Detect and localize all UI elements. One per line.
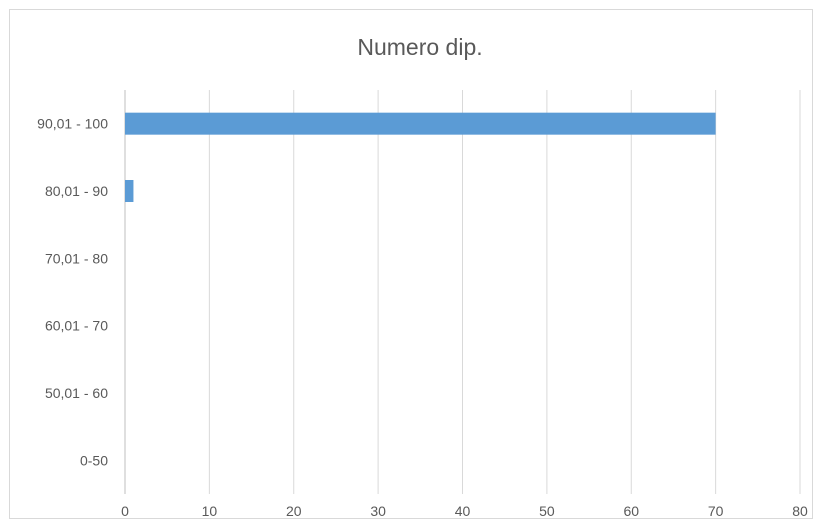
- x-tick-label: 60: [623, 503, 639, 519]
- gridlines: [124, 90, 801, 494]
- x-tick-labels: 0 10 20 30 40 50 60 70 80: [121, 503, 808, 519]
- x-tick-label: 0: [121, 503, 129, 519]
- category-label: 70,01 - 80: [45, 250, 108, 266]
- chart-area: [9, 9, 813, 519]
- category-label: 80,01 - 90: [45, 183, 108, 199]
- x-tick-label: 70: [708, 503, 724, 519]
- x-tick-label: 40: [455, 503, 471, 519]
- x-tick-label: 30: [370, 503, 386, 519]
- x-tick-label: 80: [792, 503, 808, 519]
- category-label: 90,01 - 100: [37, 116, 108, 132]
- x-tick-label: 50: [539, 503, 555, 519]
- bar: [125, 112, 716, 135]
- chart-title: Numero dip.: [357, 34, 482, 60]
- x-tick-label: 10: [202, 503, 218, 519]
- category-label: 50,01 - 60: [45, 385, 108, 401]
- category-label: 0-50: [80, 452, 108, 468]
- bar: [125, 180, 134, 202]
- category-labels: 0-50 50,01 - 60 60,01 - 70 70,01 - 80 80,01 …: [37, 116, 108, 469]
- x-tick-label: 20: [286, 503, 302, 519]
- category-label: 60,01 - 70: [45, 318, 108, 334]
- bars: [125, 112, 716, 202]
